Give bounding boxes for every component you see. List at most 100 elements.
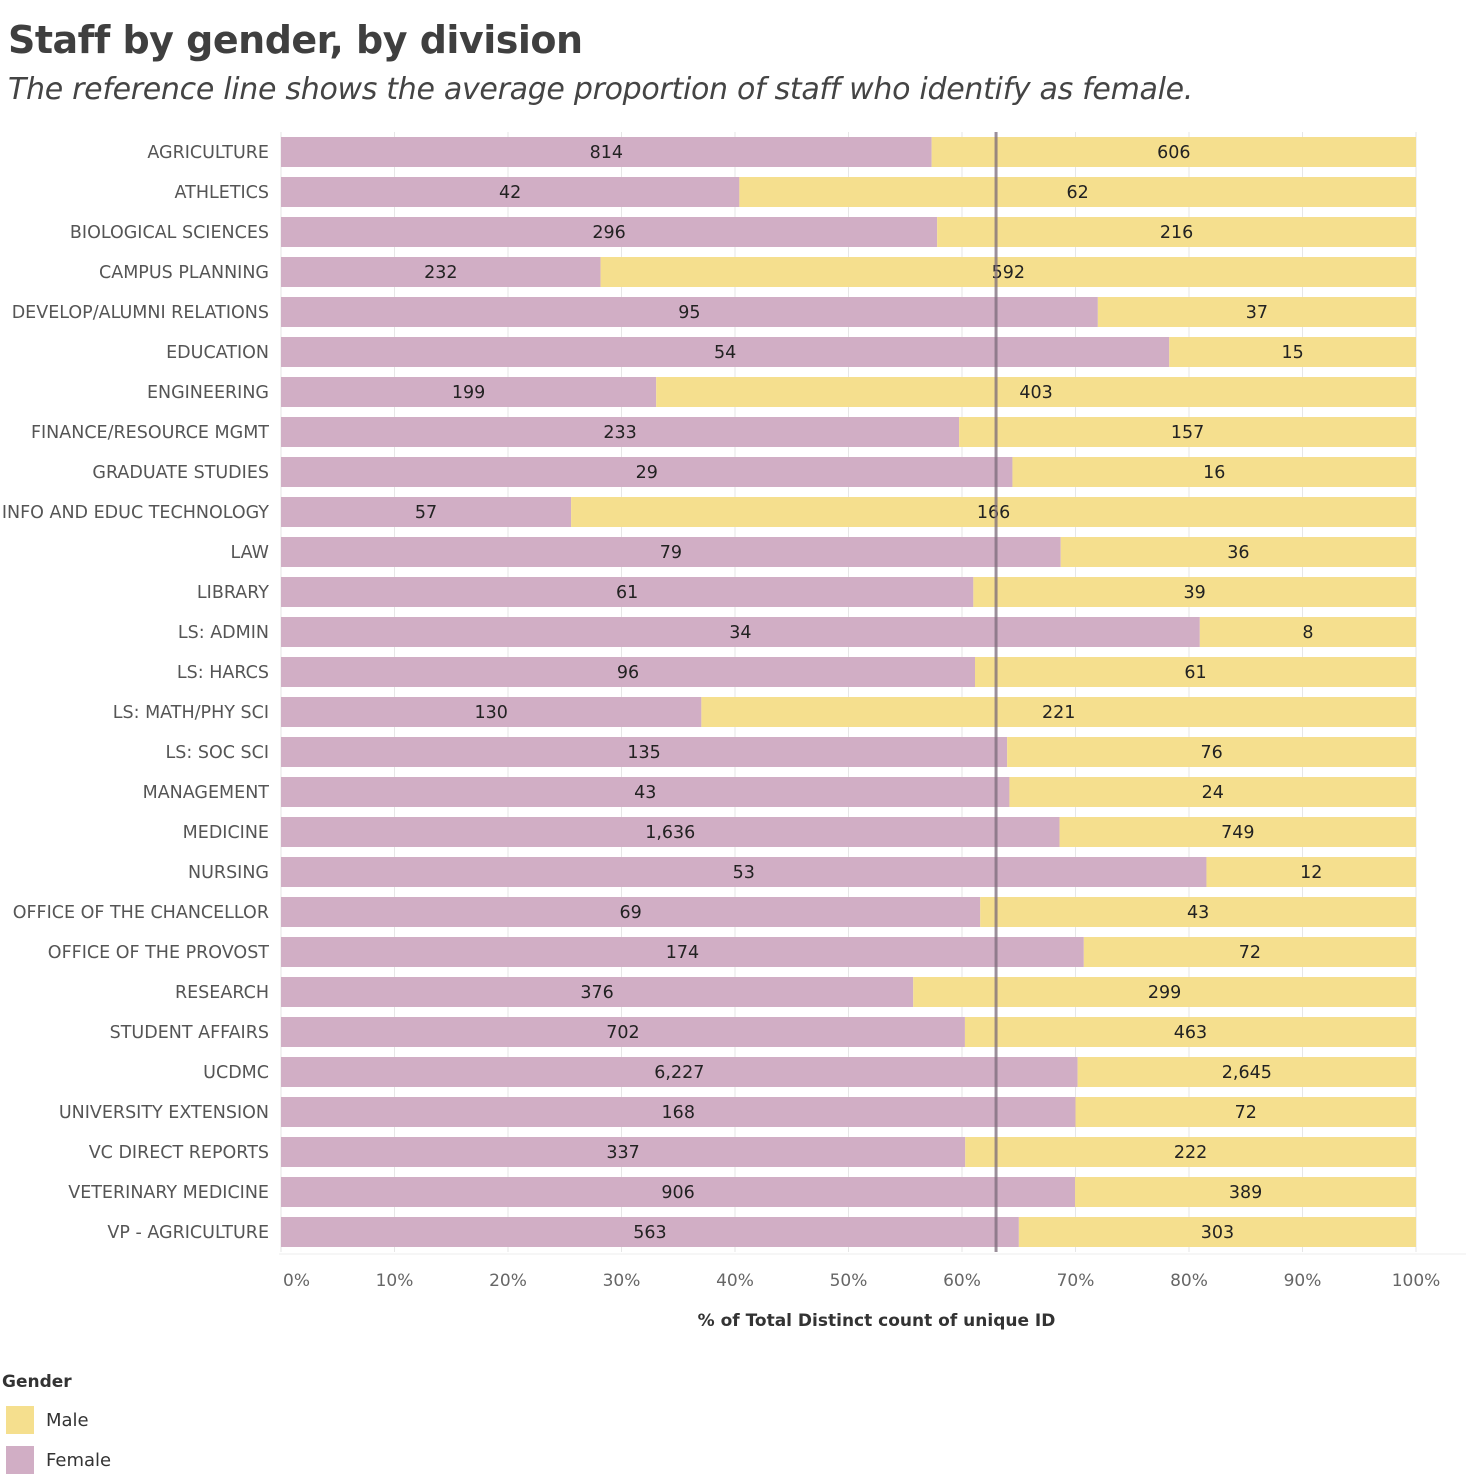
data-label-female: 563 — [633, 1223, 666, 1243]
data-label-male: 15 — [1281, 343, 1303, 363]
category-label: LS: MATH/PHY SCI — [113, 703, 269, 723]
bar-female — [281, 1177, 1076, 1207]
data-label-male: 16 — [1203, 463, 1225, 483]
category-label: LAW — [231, 543, 269, 563]
x-tick-label: 30% — [603, 1271, 641, 1291]
category-label: EDUCATION — [166, 343, 269, 363]
x-tick-label: 90% — [1284, 1271, 1322, 1291]
bar-female — [281, 297, 1098, 327]
data-label-female: 135 — [627, 743, 660, 763]
bar-male — [1007, 737, 1416, 767]
data-label-male: 606 — [1157, 143, 1190, 163]
data-label-male: 222 — [1174, 1143, 1207, 1163]
data-label-male: 2,645 — [1222, 1063, 1272, 1083]
bar-female — [281, 817, 1060, 847]
category-label: CAMPUS PLANNING — [99, 263, 269, 283]
bar-male — [1206, 857, 1416, 887]
data-label-male: 303 — [1201, 1223, 1234, 1243]
bar-female — [281, 1137, 966, 1167]
x-tick-label: 70% — [1057, 1271, 1095, 1291]
bar-female — [281, 1017, 965, 1047]
category-label: FINANCE/RESOURCE MGMT — [31, 423, 269, 443]
data-label-female: 53 — [733, 863, 755, 883]
data-label-male: 749 — [1221, 823, 1254, 843]
labels: AGRICULTURE 814 606 ATHLETICS 42 62 BIOLOGICAL… — [2, 143, 1323, 1243]
legend-item-male[interactable]: Male — [2, 1400, 111, 1440]
x-axis-title: % of Total Distinct count of unique ID — [698, 1311, 1056, 1331]
bar-male — [964, 1017, 1416, 1047]
bar-female — [281, 417, 960, 447]
legend-label-female: Female — [46, 1449, 112, 1471]
bar-male — [571, 497, 1416, 527]
bar-male — [600, 257, 1416, 287]
data-label-female: 61 — [616, 583, 638, 603]
data-label-male: 61 — [1184, 663, 1206, 683]
category-label: MANAGEMENT — [143, 783, 270, 803]
data-label-male: 36 — [1227, 543, 1249, 563]
bar-female — [281, 257, 601, 287]
category-label: UCDMC — [203, 1063, 269, 1083]
legend-swatch-male — [6, 1406, 34, 1434]
bar-female — [281, 777, 1010, 807]
x-tick-label: 0% — [283, 1271, 310, 1291]
legend-item-female[interactable]: Female — [2, 1440, 111, 1480]
data-label-female: 233 — [603, 423, 636, 443]
data-label-female: 79 — [660, 543, 682, 563]
x-tick-label: 80% — [1170, 1271, 1208, 1291]
bar-female — [281, 337, 1170, 367]
data-label-male: 76 — [1200, 743, 1222, 763]
data-label-male: 403 — [1019, 383, 1052, 403]
data-label-male: 62 — [1067, 183, 1089, 203]
category-label: DEVELOP/ALUMNI RELATIONS — [12, 303, 269, 323]
bar-female — [281, 1057, 1078, 1087]
bar-male — [980, 897, 1416, 927]
bar-female — [281, 657, 976, 687]
bar-male — [959, 417, 1416, 447]
data-label-male: 166 — [977, 503, 1010, 523]
legend-swatch-female — [6, 1446, 34, 1474]
bar-male — [965, 1137, 1416, 1167]
data-label-female: 34 — [729, 623, 751, 643]
bar-male — [1012, 457, 1416, 487]
x-axis: 0% 10% 20% 30% 40% 50% 60% 70% 80% 90% 100% % of To… — [279, 1253, 1466, 1331]
data-label-male: 157 — [1171, 423, 1204, 443]
bar-male — [973, 577, 1416, 607]
bar-male — [1075, 1097, 1416, 1127]
category-label: STUDENT AFFAIRS — [110, 1023, 269, 1043]
category-label: AGRICULTURE — [147, 143, 269, 163]
bar-male — [1199, 617, 1416, 647]
data-label-female: 6,227 — [654, 1063, 704, 1083]
bar-female — [281, 1217, 1019, 1247]
data-label-male: 72 — [1239, 943, 1261, 963]
data-label-female: 96 — [617, 663, 639, 683]
stacked-bar-chart: AGRICULTURE 814 606 ATHLETICS 42 62 BIOLOGICAL… — [2, 132, 1466, 1331]
legend-label-male: Male — [46, 1409, 89, 1431]
bar-female — [281, 177, 740, 207]
x-tick-label: 60% — [943, 1271, 981, 1291]
bar-female — [281, 937, 1084, 967]
data-label-female: 337 — [606, 1143, 639, 1163]
data-label-female: 174 — [666, 943, 699, 963]
bar-male — [1083, 937, 1416, 967]
data-label-female: 57 — [415, 503, 437, 523]
data-label-female: 95 — [678, 303, 700, 323]
data-label-female: 199 — [452, 383, 485, 403]
data-label-male: 221 — [1042, 703, 1075, 723]
bar-female — [281, 457, 1013, 487]
data-label-male: 24 — [1202, 783, 1224, 803]
bar-female — [281, 1097, 1076, 1127]
bar-female — [281, 497, 572, 527]
x-tick-label: 40% — [716, 1271, 754, 1291]
data-label-female: 814 — [590, 143, 623, 163]
category-label: INFO AND EDUC TECHNOLOGY — [2, 503, 269, 523]
x-tick-label: 50% — [830, 1271, 868, 1291]
data-label-male: 8 — [1302, 623, 1313, 643]
bar-male — [1097, 297, 1416, 327]
bar-male — [739, 177, 1416, 207]
bar-male — [937, 217, 1416, 247]
category-label: VETERINARY MEDICINE — [68, 1183, 269, 1203]
bar-female — [281, 737, 1008, 767]
data-label-female: 130 — [474, 703, 507, 723]
legend-title: Gender — [2, 1372, 72, 1392]
x-tick-label: 100% — [1392, 1271, 1441, 1291]
